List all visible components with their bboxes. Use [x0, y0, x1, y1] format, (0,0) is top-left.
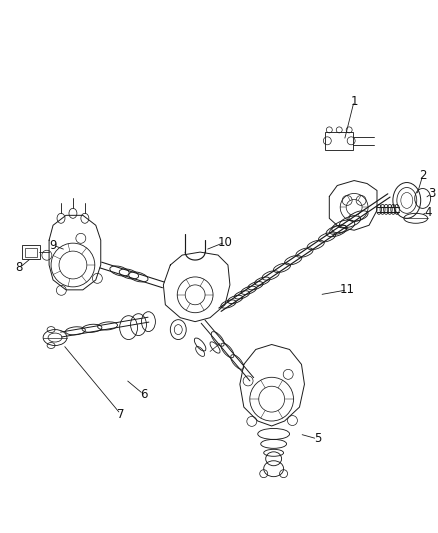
- Text: 1: 1: [350, 94, 358, 108]
- Text: 4: 4: [424, 206, 431, 219]
- Text: 5: 5: [314, 432, 321, 446]
- Text: 2: 2: [419, 169, 427, 182]
- Bar: [25, 248, 37, 256]
- Text: 7: 7: [117, 408, 124, 421]
- Text: 3: 3: [428, 187, 435, 200]
- Text: 9: 9: [49, 239, 57, 252]
- Text: 11: 11: [340, 284, 355, 296]
- Text: 10: 10: [218, 236, 233, 249]
- Bar: [22, 245, 40, 259]
- Text: 6: 6: [140, 387, 147, 401]
- Text: 8: 8: [16, 262, 23, 274]
- Bar: [325, 132, 353, 150]
